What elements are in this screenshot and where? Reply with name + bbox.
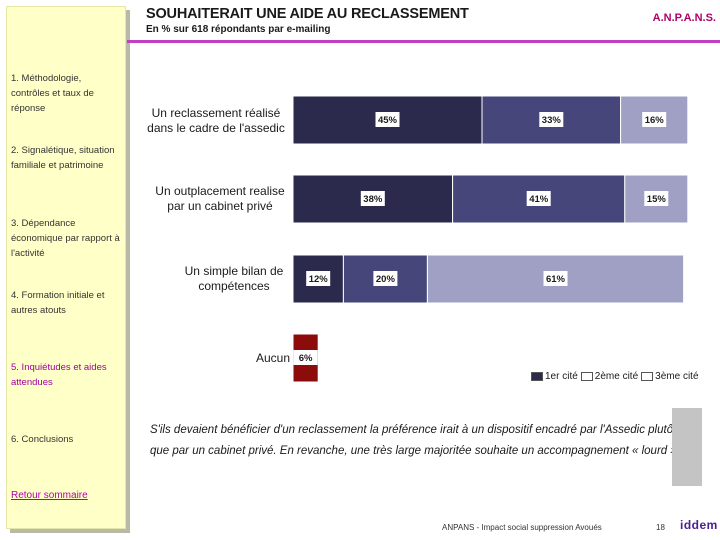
iddem-logo: iddem xyxy=(680,518,718,532)
data-label-box-bilan-2eme xyxy=(373,271,398,286)
brand-name: A.N.P.A.N.S. xyxy=(652,12,716,24)
legend-item-2eme: 2ème cité xyxy=(580,371,639,382)
category-label-bilan: Un simple bilan de compétences xyxy=(184,264,284,293)
footer-text: ANPANS - Impact social suppression Avoué… xyxy=(442,523,602,532)
data-label-bilan-2eme: 20% xyxy=(376,274,396,285)
page-number: 18 xyxy=(656,523,665,532)
back-to-summary-link[interactable]: Retour sommaire xyxy=(11,490,88,501)
data-label-bilan-1er: 12% xyxy=(309,274,329,285)
data-label-box-outplacement-3eme xyxy=(644,191,669,206)
chart-legend: 1er cité 2ème cité 3ème cité xyxy=(531,371,702,382)
data-label-box-aucun-1er xyxy=(293,350,318,365)
sidebar-item-dependance[interactable]: 3. Dépendance économique par rapport à l… xyxy=(11,218,120,259)
data-label-box-bilan-3eme xyxy=(543,271,568,286)
legend-label-2eme: 2ème cité xyxy=(594,371,639,382)
data-label-box-outplacement-1er xyxy=(360,191,385,206)
conclusion-text: S'ils devaient bénéficier d'un reclassem… xyxy=(150,424,680,457)
legend-item-3eme: 3ème cité xyxy=(641,371,699,382)
legend-swatch-2eme xyxy=(580,372,593,381)
legend-item-1er: 1er cité xyxy=(531,371,578,382)
data-label-box-assedic-3eme xyxy=(642,112,667,127)
data-label-assedic-2eme: 33% xyxy=(542,115,562,126)
sidebar-item-inquietudes[interactable]: 5. Inquiétudes et aides attendues xyxy=(11,362,107,388)
sidebar-item-signaletique[interactable]: 2. Signalétique, situation familiale et … xyxy=(11,145,115,171)
header-divider xyxy=(127,40,720,43)
legend-swatch-3eme xyxy=(641,372,654,381)
legend-label-1er: 1er cité xyxy=(545,371,578,382)
data-label-assedic-1er: 45% xyxy=(378,115,398,126)
sidebar-item-methodologie[interactable]: 1. Méthodologie, contrôles et taux de ré… xyxy=(11,73,94,114)
data-label-box-assedic-2eme xyxy=(539,112,564,127)
page-title: SOUHAITERAIT UNE AIDE AU RECLASSEMENT xyxy=(146,6,469,22)
sidebar-item-conclusions[interactable]: 6. Conclusions xyxy=(11,434,74,445)
data-label-bilan-3eme: 61% xyxy=(546,274,566,285)
data-label-box-assedic-1er xyxy=(375,112,400,127)
legend-swatch-1er xyxy=(531,372,543,381)
decorative-gray-box xyxy=(672,408,702,486)
category-label-assedic: Un reclassement réalisé dans le cadre de… xyxy=(147,106,285,135)
data-label-box-outplacement-2eme xyxy=(526,191,551,206)
sidebar xyxy=(6,6,126,529)
data-label-assedic-3eme: 16% xyxy=(645,115,665,126)
sidebar-item-formation[interactable]: 4. Formation initiale et autres atouts xyxy=(11,290,105,316)
data-label-outplacement-1er: 38% xyxy=(363,194,383,205)
legend-label-3eme: 3ème cité xyxy=(655,371,699,382)
data-label-aucun-1er: 6% xyxy=(299,353,313,364)
page-subtitle: En % sur 618 répondants par e-mailing xyxy=(146,24,331,35)
category-label-aucun: Aucun xyxy=(255,351,290,365)
data-label-outplacement-3eme: 15% xyxy=(647,194,667,205)
data-label-box-bilan-1er xyxy=(306,271,331,286)
data-label-outplacement-2eme: 41% xyxy=(529,194,549,205)
category-label-outplacement: Un outplacement realise par un cabinet p… xyxy=(155,184,285,213)
